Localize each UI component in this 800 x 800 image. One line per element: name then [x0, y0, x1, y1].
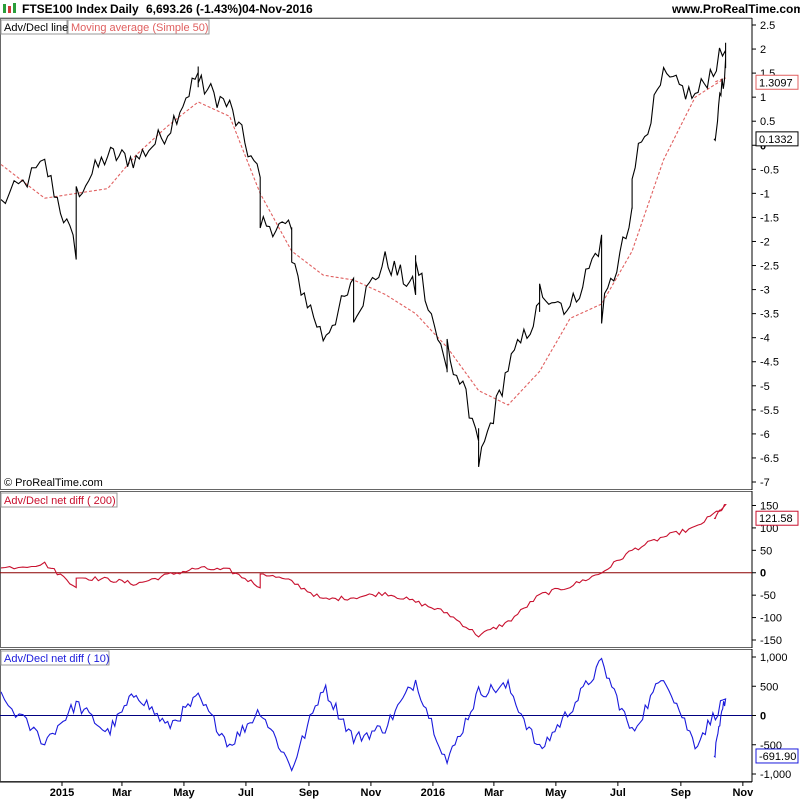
y-tick-label: 2	[760, 44, 766, 56]
adv-decl-line-panel: 2.521.510.50-0.5-1-1.5-2-2.5-3-3.5-4-4.5…	[0, 19, 799, 489]
y-tick-label: 0	[760, 568, 766, 580]
legend-adv-decl-line: Adv/Decl line	[0, 19, 68, 35]
period-label: Daily	[110, 2, 139, 16]
net-diff-200-panel: 150 100 50 0 -50 -100 -150 121.58 Adv/Decl net …	[0, 492, 799, 647]
quote-label: 6,693.26 (-1.43%)	[146, 2, 242, 16]
legend-moving-average: Moving average (Simple 50)	[67, 19, 210, 35]
y-tick-label: 150	[760, 500, 778, 512]
y-tick-label: 100	[760, 523, 778, 535]
x-tick-label: Jul	[610, 787, 626, 799]
y-tick-label: -3.5	[760, 309, 779, 321]
legend-net-diff-10-text: Adv/Decl net diff ( 10)	[4, 653, 110, 665]
x-tick-label: Sep	[299, 787, 319, 799]
instrument-name: FTSE100 Index	[22, 2, 108, 16]
legend-moving-average-text: Moving average (Simple 50)	[71, 22, 209, 34]
x-axis: 2015 Mar May Jul Sep Nov 2016 Mar May Jul Sep Nov	[0, 781, 754, 799]
y-tick-label: -2.5	[760, 261, 779, 273]
last-value-label: -691.90	[759, 751, 796, 763]
x-tick-label: Mar	[112, 787, 132, 799]
y-tick-label: -0.5	[760, 164, 779, 176]
y-tick-label: -5.5	[760, 405, 779, 417]
y-tick-label: -6.5	[760, 453, 779, 465]
panel-frames	[0, 18, 753, 782]
x-tick-label: May	[545, 787, 567, 799]
x-tick-label: 2016	[421, 787, 445, 799]
x-tick-label: May	[173, 787, 195, 799]
legend-net-diff-10: Adv/Decl net diff ( 10)	[0, 650, 110, 666]
site-label[interactable]: www.ProRealTime.com	[671, 2, 800, 16]
legend-adv-decl-line-text: Adv/Decl line	[4, 22, 68, 34]
x-tick-label: Mar	[484, 787, 504, 799]
adv-decl-line-series	[0, 42, 727, 467]
candle-icon	[3, 3, 16, 13]
last-value-label: 1.3097	[759, 77, 793, 89]
header-bar: FTSE100 Index Daily 6,693.26 (-1.43%) 04…	[0, 0, 800, 19]
y-tick-label: -2	[760, 236, 770, 248]
copyright-label: © ProRealTime.com	[4, 477, 103, 489]
y-tick-label: 500	[760, 681, 778, 693]
y-tick-label: -1.5	[760, 212, 779, 224]
last-value-label: 0.1332	[759, 134, 793, 146]
y-tick-label: 1,000	[760, 652, 788, 664]
x-tick-label: Nov	[732, 787, 754, 799]
y-tick-label: 0	[760, 711, 766, 723]
y-tick-label: -6	[760, 429, 770, 441]
y-tick-label: 2.5	[760, 20, 775, 32]
moving-average-simple-50-path	[0, 77, 726, 406]
y-tick-label: -3	[760, 285, 770, 297]
y-tick-label: -50	[760, 590, 776, 602]
y-tick-label: 0.5	[760, 116, 775, 128]
y-tick-label: 50	[760, 545, 772, 557]
adv-decl-line-path	[0, 42, 727, 467]
y-tick-label: -4.5	[760, 357, 779, 369]
x-tick-label: Nov	[361, 787, 383, 799]
net-diff-10-series	[0, 657, 727, 772]
y-tick-label: -5	[760, 381, 770, 393]
legend-net-diff-200: Adv/Decl net diff ( 200)	[0, 492, 118, 508]
last-value-label: 121.58	[759, 513, 793, 525]
y-tick-label: -1	[760, 188, 770, 200]
net-diff-200-series	[0, 503, 727, 638]
y-tick-label: 1	[760, 92, 766, 104]
legend-net-diff-200-text: Adv/Decl net diff ( 200)	[4, 495, 116, 507]
y-tick-label: -7	[760, 477, 770, 489]
x-tick-label: Jul	[238, 787, 254, 799]
y-tick-label: -4	[760, 333, 770, 345]
x-tick-label: 2015	[50, 787, 74, 799]
adv-decl-net-diff-10-path	[0, 657, 727, 772]
y-tick-label: -150	[760, 635, 782, 647]
adv-decl-net-diff-200-path	[0, 503, 727, 638]
x-tick-label: Sep	[671, 787, 691, 799]
y-tick-label: -1,000	[760, 769, 791, 781]
date-label: 04-Nov-2016	[242, 2, 313, 16]
y-tick-label: -100	[760, 613, 782, 625]
moving-average-series	[0, 77, 726, 406]
